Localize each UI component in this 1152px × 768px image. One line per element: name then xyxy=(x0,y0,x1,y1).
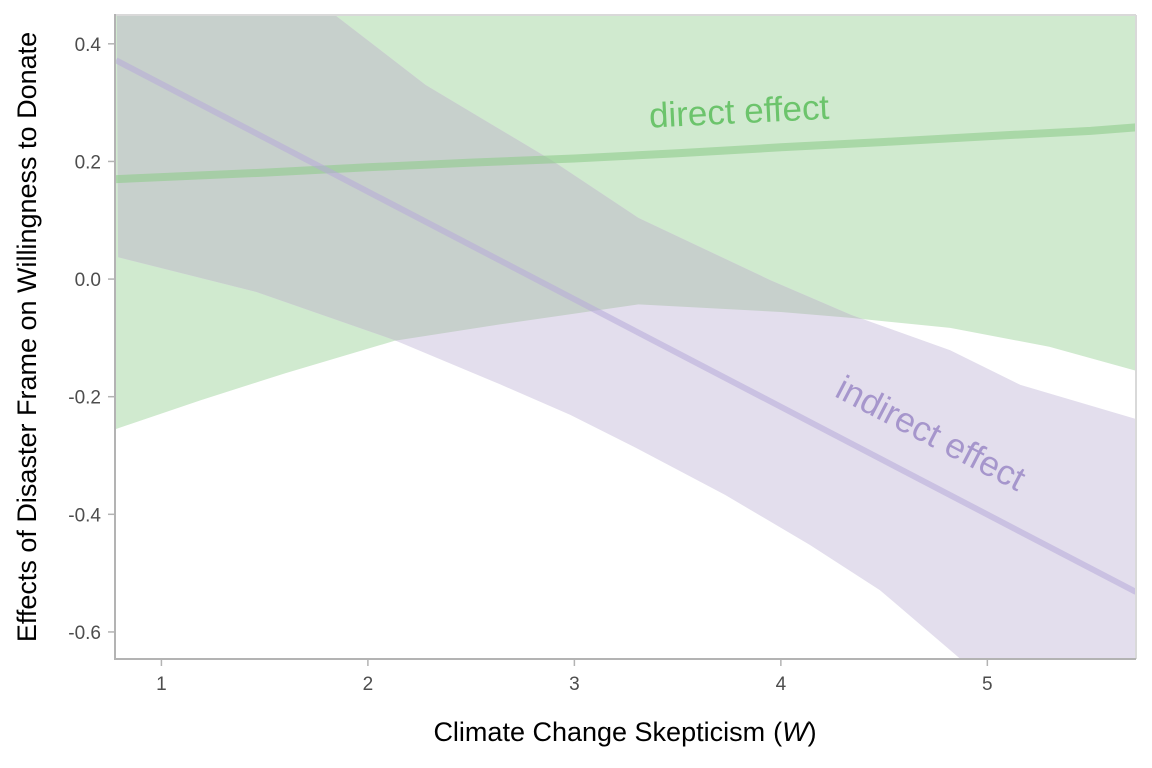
x-axis-title-variable: W xyxy=(782,717,810,747)
y-tick-label: -0.6 xyxy=(68,623,101,644)
plot-area: direct effect indirect effect xyxy=(116,15,1136,659)
x-axis-title-paren-close: ) xyxy=(808,717,817,747)
x-tick-label: 4 xyxy=(776,674,787,695)
direct-effect-label: direct effect xyxy=(648,88,830,136)
x-axis-title: Climate Change Skepticism (W) xyxy=(433,717,816,747)
x-tick-label: 5 xyxy=(982,674,993,695)
y-tick-label: 0.0 xyxy=(75,270,101,291)
y-axis-ticks: 0.4 0.2 0.0 -0.2 -0.4 -0.6 xyxy=(68,35,114,644)
y-tick-label: 0.2 xyxy=(75,152,101,173)
x-axis-title-text: Climate Change Skepticism xyxy=(433,717,765,747)
x-tick-label: 1 xyxy=(156,674,167,695)
y-tick-label: -0.4 xyxy=(68,505,101,526)
y-axis-title: Effects of Disaster Frame on Willingness… xyxy=(12,32,42,642)
x-tick-label: 3 xyxy=(569,674,580,695)
y-tick-label: -0.2 xyxy=(68,388,101,409)
y-tick-label: 0.4 xyxy=(75,35,102,56)
x-tick-label: 2 xyxy=(363,674,374,695)
x-axis-title-paren-open: ( xyxy=(773,717,782,747)
direct-effect-line xyxy=(116,123,1136,184)
x-axis-ticks: 1 2 3 4 5 xyxy=(156,660,993,695)
indirect-effect-line xyxy=(116,57,1136,595)
